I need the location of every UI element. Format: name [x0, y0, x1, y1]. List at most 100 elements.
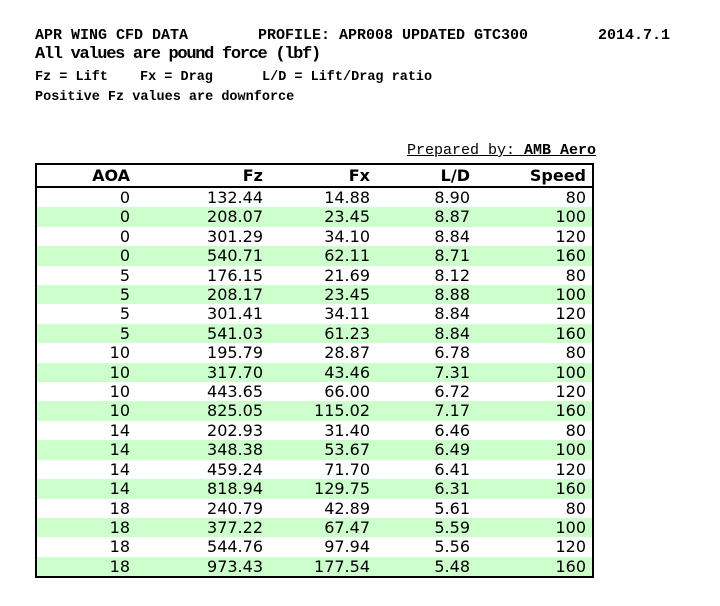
cell-l-d: 6.46 [434, 420, 470, 440]
cell-fx: 23.45 [324, 285, 370, 305]
cell-fz: 825.05 [207, 401, 263, 421]
table-row: 10 195.79 28.87 6.78 80 [36, 343, 593, 363]
cell-fx: 71.70 [324, 459, 370, 479]
cell-l-d: 8.84 [434, 226, 470, 246]
cell-l-d: 6.41 [434, 459, 470, 479]
cell-l-d: 8.88 [434, 285, 470, 305]
table-row: 5 541.03 61.23 8.84 160 [36, 323, 593, 344]
cell-aoa: 14 [109, 459, 130, 479]
column-header-fz: Fz [136, 164, 269, 188]
cell-l-d: 8.71 [434, 246, 470, 266]
cell-fx: 21.69 [324, 265, 370, 285]
cell-aoa: 5 [119, 323, 130, 343]
cell-l-d: 8.90 [434, 188, 470, 207]
cell-fx: 34.10 [324, 226, 370, 246]
cell-speed: 80 [565, 420, 586, 440]
cell-speed: 100 [555, 362, 586, 382]
cell-speed: 100 [555, 440, 586, 460]
cell-aoa: 0 [119, 226, 130, 246]
table-row: 0 208.07 23.45 8.87 100 [36, 207, 593, 227]
table-row: 0 540.71 62.11 8.71 160 [36, 246, 593, 266]
cell-fz: 208.17 [207, 285, 263, 305]
cell-l-d: 8.87 [434, 207, 470, 227]
cell-speed: 100 [555, 517, 586, 537]
table-row: 5 208.17 23.45 8.88 100 [36, 285, 593, 305]
cell-fx: 23.45 [324, 207, 370, 227]
cell-aoa: 14 [109, 440, 130, 460]
doc-date: 2014.7.1 [598, 27, 671, 44]
prepared-by-label: Prepared by: [406, 142, 524, 159]
cell-l-d: 5.56 [434, 537, 470, 557]
prepared-by-name: AMB Aero [523, 142, 596, 159]
cell-l-d: 8.84 [434, 304, 470, 324]
legend-fz: Fz = Lift [35, 70, 108, 85]
cell-fx: 31.40 [324, 420, 370, 440]
units-note: All values are pound force (lbf) [35, 45, 321, 64]
cell-fz: 301.41 [207, 304, 263, 324]
cell-speed: 80 [565, 343, 586, 363]
table-row: 14 459.24 71.70 6.41 120 [36, 459, 593, 480]
doc-title: APR WING CFD DATA [35, 27, 189, 44]
cell-speed: 100 [555, 207, 586, 227]
cell-speed: 80 [565, 188, 586, 207]
cell-speed: 160 [555, 323, 586, 343]
cell-fx: 177.54 [314, 556, 370, 576]
cell-fx: 66.00 [324, 382, 370, 402]
cell-aoa: 14 [109, 479, 130, 499]
cell-speed: 120 [555, 304, 586, 324]
table-row: 18 377.22 67.47 5.59 100 [36, 517, 593, 538]
cell-l-d: 8.84 [434, 323, 470, 343]
cell-fz: 443.65 [207, 382, 263, 402]
cell-aoa: 14 [109, 420, 130, 440]
cell-fx: 42.89 [324, 498, 370, 518]
column-header-aoa: AOA [36, 164, 136, 188]
cell-speed: 80 [565, 265, 586, 285]
cell-speed: 160 [555, 479, 586, 499]
cell-fz: 541.03 [207, 323, 263, 343]
table-row: 14 202.93 31.40 6.46 80 [36, 420, 593, 441]
cell-l-d: 6.78 [434, 343, 470, 363]
table-row: 18 544.76 97.94 5.56 120 [36, 537, 593, 557]
table-row: 0 301.29 34.10 8.84 120 [36, 226, 593, 247]
cell-l-d: 5.59 [434, 517, 470, 537]
cell-aoa: 10 [109, 401, 130, 421]
cell-l-d: 8.12 [434, 265, 470, 285]
cell-speed: 80 [565, 498, 586, 518]
cell-fz: 317.70 [207, 362, 263, 382]
cell-fz: 176.15 [207, 265, 263, 285]
cell-l-d: 5.61 [434, 498, 470, 518]
table-header-row: AOA Fz Fx L/D Speed [36, 164, 593, 188]
table-row: 10 317.70 43.46 7.31 100 [36, 362, 593, 383]
cell-fz: 544.76 [207, 537, 263, 557]
cell-aoa: 18 [109, 498, 130, 518]
cell-fx: 67.47 [324, 517, 370, 537]
cell-speed: 160 [555, 401, 586, 421]
cell-fz: 301.29 [207, 226, 263, 246]
cell-fz: 818.94 [207, 479, 263, 499]
cell-aoa: 5 [119, 304, 130, 324]
downforce-note: Positive Fz values are downforce [35, 90, 295, 105]
column-header-speed: Speed [476, 164, 593, 188]
cell-fz: 132.44 [207, 188, 263, 207]
cell-speed: 120 [555, 537, 586, 557]
cell-fz: 348.38 [207, 440, 263, 460]
cell-fx: 129.75 [314, 479, 370, 499]
column-header-ld: L/D [376, 164, 476, 188]
cell-fx: 115.02 [314, 401, 370, 421]
cell-aoa: 5 [119, 265, 130, 285]
cell-fx: 97.94 [324, 537, 370, 557]
cell-fz: 202.93 [207, 420, 263, 440]
prepared-by-line: Prepared by: AMB Aero [35, 142, 596, 159]
cell-fz: 973.43 [207, 556, 263, 576]
cell-aoa: 10 [109, 362, 130, 382]
cell-aoa: 0 [119, 246, 130, 266]
table-row: 10 825.05 115.02 7.17 160 [36, 401, 593, 421]
table-row: 18 240.79 42.89 5.61 80 [36, 498, 593, 518]
cell-fx: 28.87 [324, 343, 370, 363]
cell-l-d: 6.72 [434, 382, 470, 402]
cell-fx: 62.11 [324, 246, 370, 266]
cell-fx: 14.88 [324, 188, 370, 207]
cell-aoa: 0 [119, 207, 130, 227]
legend-ld: L/D = Lift/Drag ratio [262, 70, 433, 85]
